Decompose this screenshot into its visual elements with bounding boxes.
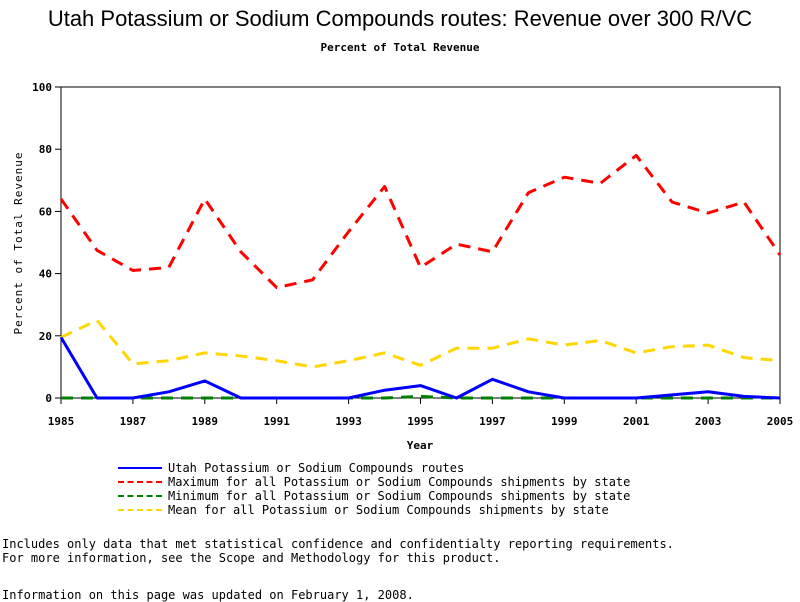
y-tick-label: 0 bbox=[45, 392, 52, 405]
x-tick-label: 1987 bbox=[120, 415, 147, 428]
y-tick-label: 60 bbox=[39, 205, 52, 218]
methodology-note: For more information, see the Scope and … bbox=[2, 551, 501, 565]
y-axis-label: Percent of Total Revenue bbox=[12, 152, 25, 335]
series-line-4 bbox=[60, 318, 781, 369]
chart-title: Utah Potassium or Sodium Compounds route… bbox=[47, 6, 753, 31]
legend-label: Utah Potassium or Sodium Compounds route… bbox=[168, 461, 465, 475]
y-tick-label: 100 bbox=[32, 81, 52, 94]
x-axis-label: Year bbox=[407, 439, 434, 452]
x-tick-label: 2003 bbox=[695, 415, 722, 428]
x-tick-label: 2005 bbox=[767, 415, 794, 428]
legend-item: Maximum for all Potassium or Sodium Comp… bbox=[118, 475, 630, 489]
legend-label: Minimum for all Potassium or Sodium Comp… bbox=[168, 489, 631, 503]
line-chart: 0 20 40 60 80 100 1985 1987 1989 1991 1993 1995 1997… bbox=[12, 81, 793, 452]
y-tick-label: 80 bbox=[39, 143, 52, 156]
legend-label: Maximum for all Potassium or Sodium Comp… bbox=[168, 475, 631, 489]
legend-label: Mean for all Potassium or Sodium Compoun… bbox=[168, 503, 609, 517]
x-tick-label: 1989 bbox=[192, 415, 219, 428]
update-note: Information on this page was updated on … bbox=[2, 588, 414, 602]
legend-item: Minimum for all Potassium or Sodium Comp… bbox=[118, 489, 630, 503]
y-tick-label: 20 bbox=[39, 330, 52, 343]
x-tick-label: 2001 bbox=[623, 415, 650, 428]
x-tick-label: 1993 bbox=[335, 415, 362, 428]
legend-swatch bbox=[118, 495, 162, 497]
confidence-note: Includes only data that met statistical … bbox=[2, 537, 674, 551]
legend-swatch bbox=[118, 509, 162, 511]
legend-swatch bbox=[118, 481, 162, 483]
legend-swatch bbox=[118, 467, 162, 469]
legend-item: Mean for all Potassium or Sodium Compoun… bbox=[118, 503, 630, 517]
x-tick-label: 1995 bbox=[407, 415, 434, 428]
plot-frame bbox=[60, 86, 781, 399]
legend: Utah Potassium or Sodium Compounds route… bbox=[118, 461, 630, 517]
series-lines bbox=[59, 153, 782, 400]
series-line-1 bbox=[59, 336, 781, 400]
legend-item: Utah Potassium or Sodium Compounds route… bbox=[118, 461, 630, 475]
y-tick-label: 40 bbox=[39, 268, 52, 281]
x-tick-label: 1999 bbox=[551, 415, 578, 428]
series-line-2 bbox=[59, 153, 782, 290]
axes: 0 20 40 60 80 100 1985 1987 1989 1991 1993 1995 1997… bbox=[32, 81, 793, 428]
x-tick-label: 1997 bbox=[479, 415, 506, 428]
x-tick-label: 1985 bbox=[48, 415, 75, 428]
chart-subtitle: Percent of Total Revenue bbox=[320, 41, 480, 54]
footnotes: Includes only data that met statistical … bbox=[2, 537, 674, 565]
x-tick-label: 1991 bbox=[263, 415, 290, 428]
